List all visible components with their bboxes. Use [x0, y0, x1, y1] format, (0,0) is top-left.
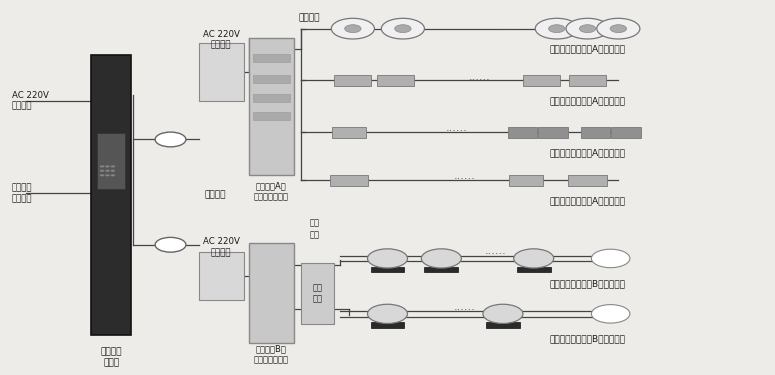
Circle shape — [580, 25, 596, 33]
FancyBboxPatch shape — [509, 175, 543, 186]
FancyBboxPatch shape — [377, 75, 414, 86]
Circle shape — [591, 304, 630, 323]
Text: AC 220V
消防电源: AC 220V 消防电源 — [203, 30, 239, 50]
Circle shape — [483, 304, 523, 324]
Circle shape — [422, 249, 461, 268]
Text: 通信
回路: 通信 回路 — [312, 284, 322, 304]
Text: 自带电源集中控制A型标志灯具: 自带电源集中控制A型标志灯具 — [549, 96, 625, 105]
FancyBboxPatch shape — [253, 94, 290, 102]
Circle shape — [105, 174, 110, 176]
Circle shape — [381, 18, 425, 39]
Text: 通讯总线: 通讯总线 — [205, 190, 226, 200]
Circle shape — [155, 237, 186, 252]
FancyBboxPatch shape — [580, 126, 610, 138]
FancyBboxPatch shape — [249, 243, 294, 343]
Circle shape — [100, 165, 105, 168]
Text: 火灾自动
报警系统: 火灾自动 报警系统 — [12, 183, 33, 203]
Circle shape — [566, 18, 609, 39]
Text: ......: ...... — [446, 123, 467, 134]
Text: 应急照明
控制器: 应急照明 控制器 — [101, 347, 122, 368]
Text: ......: ...... — [453, 302, 475, 312]
Circle shape — [514, 249, 553, 268]
FancyBboxPatch shape — [253, 75, 290, 83]
FancyBboxPatch shape — [301, 263, 334, 324]
FancyBboxPatch shape — [253, 54, 290, 63]
Text: 自带电源集中控制B型照明灯具: 自带电源集中控制B型照明灯具 — [549, 279, 625, 288]
FancyBboxPatch shape — [425, 267, 458, 273]
Text: ......: ...... — [469, 72, 491, 82]
FancyBboxPatch shape — [508, 126, 537, 138]
Circle shape — [549, 25, 565, 33]
FancyBboxPatch shape — [569, 75, 606, 86]
Circle shape — [105, 170, 110, 172]
Circle shape — [597, 18, 640, 39]
Text: 自带电源集中控制B型照明灯具: 自带电源集中控制B型照明灯具 — [549, 334, 625, 344]
Text: 自带电源集中控制A型照明灯具: 自带电源集中控制A型照明灯具 — [549, 45, 625, 54]
FancyBboxPatch shape — [486, 322, 520, 328]
Circle shape — [111, 170, 115, 172]
Circle shape — [111, 174, 115, 176]
Circle shape — [111, 165, 115, 168]
Circle shape — [105, 165, 110, 168]
FancyBboxPatch shape — [253, 112, 290, 120]
Text: 自带电源集中控制A型标志灯具: 自带电源集中控制A型标志灯具 — [549, 148, 625, 157]
Text: AC 220V
消防电源: AC 220V 消防电源 — [12, 91, 49, 111]
Circle shape — [155, 132, 186, 147]
FancyBboxPatch shape — [539, 126, 567, 138]
FancyBboxPatch shape — [523, 75, 560, 86]
Text: 电源
回路: 电源 回路 — [309, 219, 319, 239]
FancyBboxPatch shape — [370, 322, 405, 328]
Circle shape — [100, 174, 105, 176]
Text: ......: ...... — [453, 171, 475, 182]
Circle shape — [345, 25, 361, 33]
Text: AC 220V
消防电源: AC 220V 消防电源 — [203, 237, 239, 257]
Circle shape — [394, 25, 411, 33]
Circle shape — [332, 18, 374, 39]
FancyBboxPatch shape — [199, 252, 243, 300]
Circle shape — [591, 249, 630, 268]
FancyBboxPatch shape — [334, 75, 371, 86]
FancyBboxPatch shape — [330, 175, 368, 186]
FancyBboxPatch shape — [611, 126, 641, 138]
FancyBboxPatch shape — [199, 44, 243, 100]
FancyBboxPatch shape — [370, 267, 405, 273]
FancyBboxPatch shape — [332, 126, 366, 138]
Circle shape — [367, 304, 408, 324]
FancyBboxPatch shape — [98, 133, 125, 189]
FancyBboxPatch shape — [568, 175, 607, 186]
Text: 回路总线: 回路总线 — [298, 13, 320, 22]
FancyBboxPatch shape — [517, 267, 550, 273]
Circle shape — [100, 170, 105, 172]
Text: ......: ...... — [500, 22, 522, 32]
Text: 集中控制A型
应急照明配电箱: 集中控制A型 应急照明配电箱 — [254, 181, 289, 201]
Text: 自带电源集中控制A型标志灯具: 自带电源集中控制A型标志灯具 — [549, 196, 625, 205]
Circle shape — [536, 18, 578, 39]
Circle shape — [367, 249, 408, 268]
Text: 集中控制B型
应急照明配电箱: 集中控制B型 应急照明配电箱 — [254, 345, 289, 364]
FancyBboxPatch shape — [91, 54, 131, 335]
FancyBboxPatch shape — [249, 38, 294, 175]
Circle shape — [610, 25, 626, 33]
Text: ......: ...... — [484, 246, 506, 256]
